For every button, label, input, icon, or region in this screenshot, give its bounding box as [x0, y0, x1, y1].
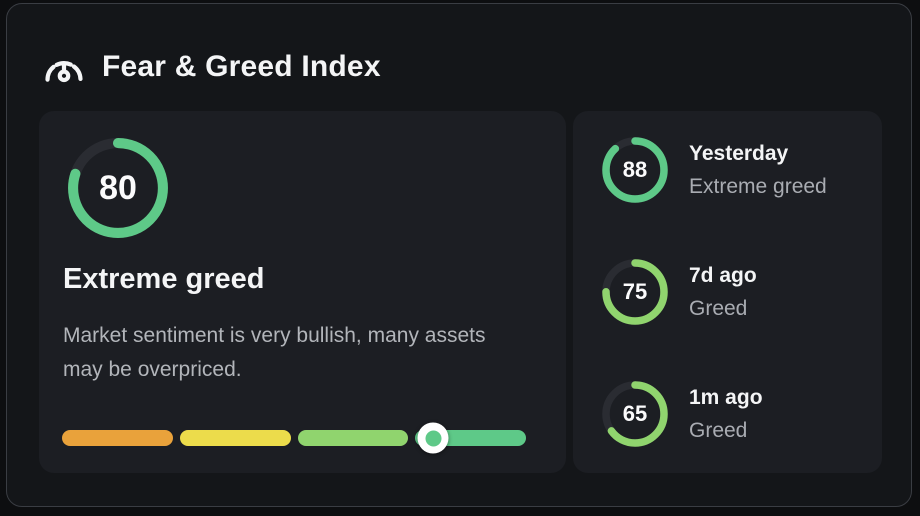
history-panel: 88 Yesterday Extreme greed 75 7d ago: [573, 111, 882, 473]
history-gauge: 88: [599, 134, 671, 206]
ring-progress: [602, 137, 668, 203]
scale-segment-fear: [179, 430, 291, 446]
history-row-7d: 75 7d ago Greed: [599, 256, 862, 328]
slider-thumb: [417, 422, 449, 454]
history-row-yesterday: 88 Yesterday Extreme greed: [599, 134, 862, 206]
history-sentiment: Greed: [689, 296, 748, 320]
slider-thumb-dot: [425, 430, 442, 446]
widget-header: Fear & Greed Index: [41, 44, 381, 90]
history-period: Yesterday: [689, 141, 789, 165]
history-rows: 88 Yesterday Extreme greed 75 7d ago: [599, 134, 862, 450]
sentiment-description: Market sentiment is very bullish, many a…: [63, 324, 486, 381]
current-index-panel: 80 Extreme greed Market sentiment is ver…: [39, 111, 566, 473]
history-period: 1m ago: [689, 385, 763, 409]
history-period: 7d ago: [689, 263, 757, 287]
history-value: 88: [622, 157, 648, 182]
history-value: 65: [622, 401, 648, 426]
history-text: 1m ago Greed: [689, 386, 763, 443]
history-sentiment: Extreme greed: [689, 174, 827, 198]
gauge-ring: [602, 259, 668, 325]
history-row-1m: 65 1m ago Greed: [599, 378, 862, 450]
fear-greed-widget: Fear & Greed Index 80 Extreme greed Mark…: [6, 3, 912, 507]
gauge-ring: [602, 381, 668, 447]
sentiment-scale: [62, 422, 526, 454]
ring-progress: [602, 259, 668, 325]
current-index-gauge: 80: [63, 133, 173, 243]
sentiment-scale-track: [62, 430, 526, 446]
ring-progress: [68, 138, 168, 238]
history-gauge: 75: [599, 256, 671, 328]
scale-segment-greed: [297, 430, 409, 446]
history-text: 7d ago Greed: [689, 264, 757, 321]
current-index-value: 80: [99, 168, 137, 207]
gauge-icon: [45, 61, 83, 83]
history-text: Yesterday Extreme greed: [689, 142, 827, 199]
history-gauge: 65: [599, 378, 671, 450]
gauge-ring: [68, 138, 168, 238]
current-sentiment-label: Extreme greed: [63, 263, 265, 295]
scale-segment-extreme-fear: [62, 430, 173, 446]
history-value: 75: [622, 279, 648, 304]
history-sentiment: Greed: [689, 418, 748, 442]
ring-progress: [602, 381, 668, 447]
widget-title: Fear & Greed Index: [102, 50, 381, 83]
gauge-ring: [602, 137, 668, 203]
